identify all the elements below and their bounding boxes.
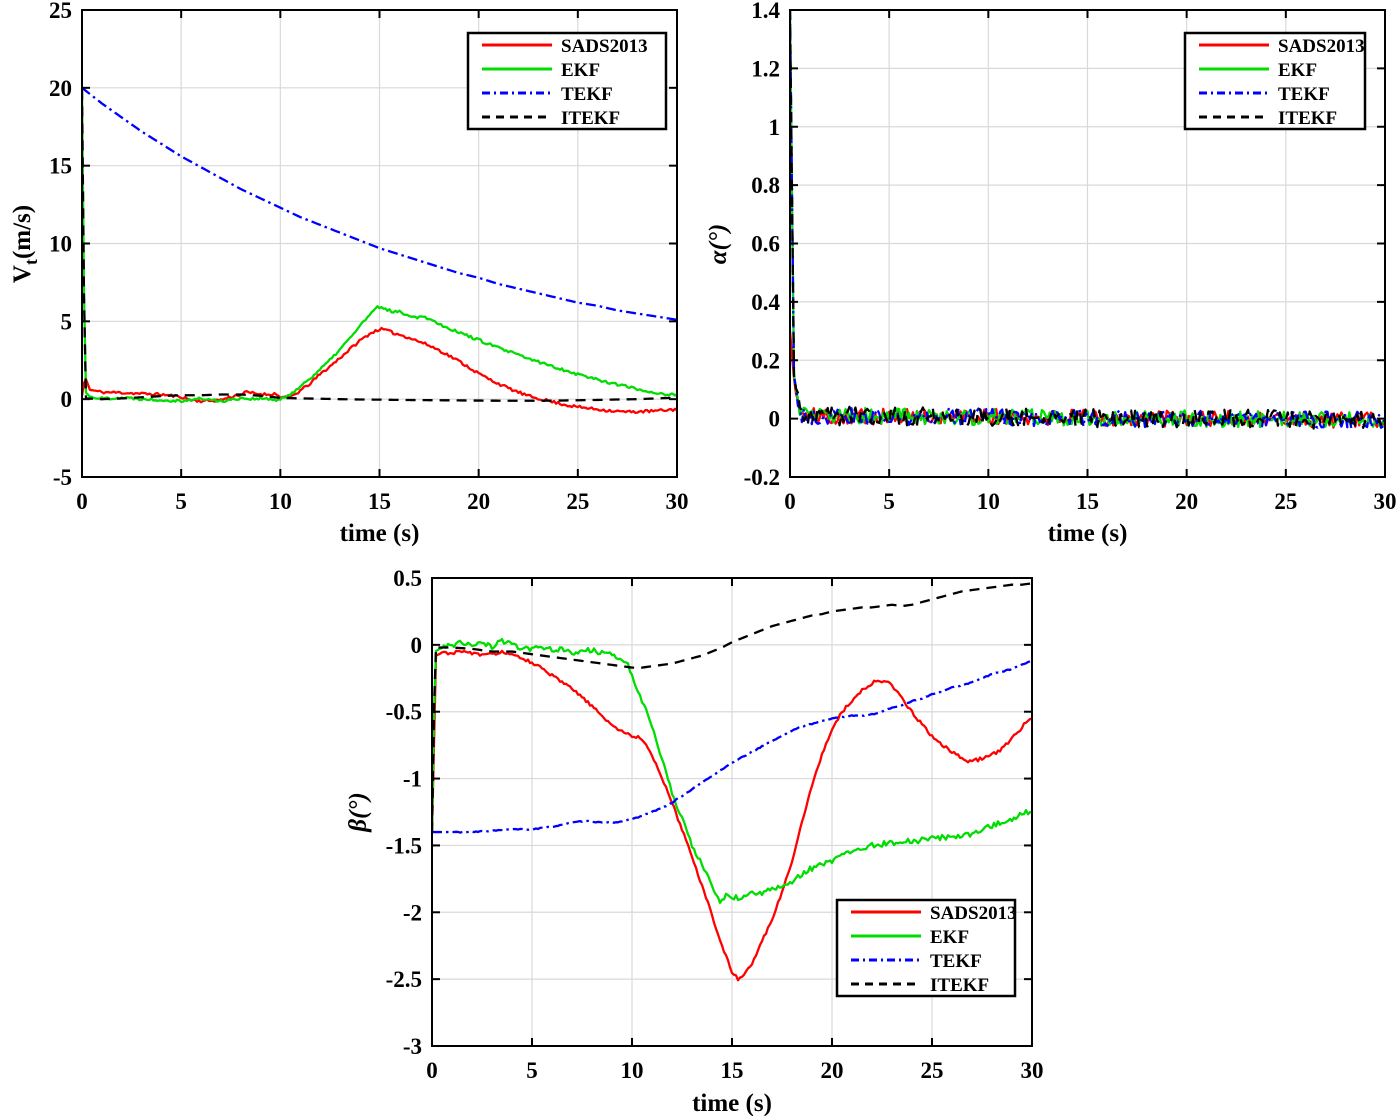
y-tick-label: -0.5 bbox=[386, 700, 422, 725]
y-tick-label: -3 bbox=[403, 1034, 422, 1059]
x-tick-label: 30 bbox=[1374, 489, 1397, 514]
legend-label-sads2013: SADS2013 bbox=[561, 36, 648, 57]
y-tick-label: 1.4 bbox=[751, 0, 780, 23]
x-tick-label: 5 bbox=[883, 489, 895, 514]
series-sads2013 bbox=[432, 649, 1032, 982]
legend-label-tekf: TEKF bbox=[930, 951, 982, 972]
x-axis-label: time (s) bbox=[692, 1090, 772, 1116]
x-axis-label: time (s) bbox=[340, 520, 420, 547]
x-tick-label: 5 bbox=[526, 1058, 538, 1083]
legend-label-sads2013: SADS2013 bbox=[1278, 36, 1365, 57]
series-itekf bbox=[432, 582, 1032, 833]
x-tick-label: 15 bbox=[368, 489, 391, 514]
y-tick-label: -5 bbox=[53, 465, 72, 490]
y-tick-label: 25 bbox=[49, 0, 72, 23]
legend-label-itekf: ITEKF bbox=[930, 975, 989, 996]
y-tick-label: 0.6 bbox=[751, 232, 780, 257]
y-tick-label: 0.2 bbox=[751, 348, 780, 373]
x-tick-label: 10 bbox=[269, 489, 292, 514]
y-tick-label: 0.4 bbox=[751, 290, 780, 315]
chart-alpha-subplot: 0 5 10 15 20 25 30-0.200.20.40.60.811.21.4time… bbox=[705, 0, 1397, 547]
y-axis-label: Vt(m/s) bbox=[9, 205, 41, 283]
x-tick-label: 20 bbox=[467, 489, 490, 514]
legend-label-ekf: EKF bbox=[1278, 60, 1317, 81]
x-tick-label: 15 bbox=[721, 1058, 744, 1083]
x-axis-label: time (s) bbox=[1048, 520, 1128, 547]
legend: SADS2013 EKF TEKF ITEKF bbox=[1183, 31, 1367, 131]
legend: SADS2013 EKF TEKF ITEKF bbox=[466, 31, 668, 131]
tick-marks bbox=[789, 9, 1386, 478]
series-tekf bbox=[432, 659, 1032, 834]
tick-marks bbox=[81, 9, 678, 478]
y-tick-label: 1.2 bbox=[751, 56, 780, 81]
y-tick-label: -0.2 bbox=[744, 465, 780, 490]
y-tick-label: -1 bbox=[403, 767, 422, 792]
y-tick-label: 15 bbox=[49, 154, 72, 179]
series-tekf bbox=[790, 10, 1385, 430]
x-tick-label: 0 bbox=[426, 1058, 438, 1083]
series-sads2013 bbox=[82, 326, 677, 414]
legend-label-sads2013: SADS2013 bbox=[930, 903, 1017, 924]
y-tick-label: 0 bbox=[769, 407, 781, 432]
y-tick-label: 5 bbox=[61, 309, 73, 334]
x-tick-label: 0 bbox=[784, 489, 796, 514]
x-tick-label: 20 bbox=[1175, 489, 1198, 514]
y-tick-label: -1.5 bbox=[386, 833, 422, 858]
y-tick-label: -2 bbox=[403, 900, 422, 925]
legend-label-tekf: TEKF bbox=[561, 84, 613, 105]
x-tick-label: 25 bbox=[921, 1058, 944, 1083]
chart-beta-subplot: 0 5 10 15 20 25 30 -3 -2.5 -2 -1.5 -1 -0.5 0 0.5 time (… bbox=[345, 566, 1044, 1116]
x-tick-label: 25 bbox=[566, 489, 589, 514]
plot-series bbox=[82, 86, 677, 414]
y-tick-label: 1 bbox=[769, 115, 781, 140]
y-tick-label: 0.8 bbox=[751, 173, 780, 198]
y-tick-label: 0.5 bbox=[393, 566, 422, 591]
tick-labels: 0 5 10 15 20 25 30-0.200.20.40.60.811.21.4 bbox=[744, 0, 1397, 514]
x-tick-label: 30 bbox=[1021, 1058, 1044, 1083]
y-tick-label: 10 bbox=[49, 232, 72, 257]
x-tick-label: 10 bbox=[977, 489, 1000, 514]
tick-labels: 0 5 10 15 20 25 30 -3 -2.5 -2 -1.5 -1 -0.5 0 0.5 bbox=[386, 566, 1044, 1083]
x-tick-label: 30 bbox=[666, 489, 689, 514]
y-tick-label: -2.5 bbox=[386, 967, 422, 992]
legend: SADS2013 EKF TEKF ITEKF bbox=[835, 898, 1017, 998]
legend-label-ekf: EKF bbox=[930, 927, 969, 948]
plot-series bbox=[432, 582, 1032, 982]
x-tick-label: 0 bbox=[76, 489, 88, 514]
x-tick-label: 5 bbox=[175, 489, 187, 514]
legend-label-itekf: ITEKF bbox=[1278, 108, 1337, 129]
series-ekf bbox=[432, 637, 1032, 904]
x-tick-label: 25 bbox=[1274, 489, 1297, 514]
series-ekf bbox=[82, 90, 677, 404]
y-tick-label: 20 bbox=[49, 76, 72, 101]
x-tick-label: 15 bbox=[1076, 489, 1099, 514]
y-axis-label: α(°) bbox=[705, 224, 732, 264]
y-tick-label: 0 bbox=[411, 633, 423, 658]
x-tick-label: 20 bbox=[821, 1058, 844, 1083]
y-tick-label: 0 bbox=[61, 387, 73, 412]
y-axis-label: β(°) bbox=[345, 792, 372, 832]
legend-label-ekf: EKF bbox=[561, 60, 600, 81]
legend-label-itekf: ITEKF bbox=[561, 108, 620, 129]
x-tick-label: 10 bbox=[621, 1058, 644, 1083]
tick-marks bbox=[431, 577, 1033, 1047]
legend-label-tekf: TEKF bbox=[1278, 84, 1330, 105]
series-itekf bbox=[82, 89, 677, 402]
plot-series bbox=[790, 10, 1385, 430]
